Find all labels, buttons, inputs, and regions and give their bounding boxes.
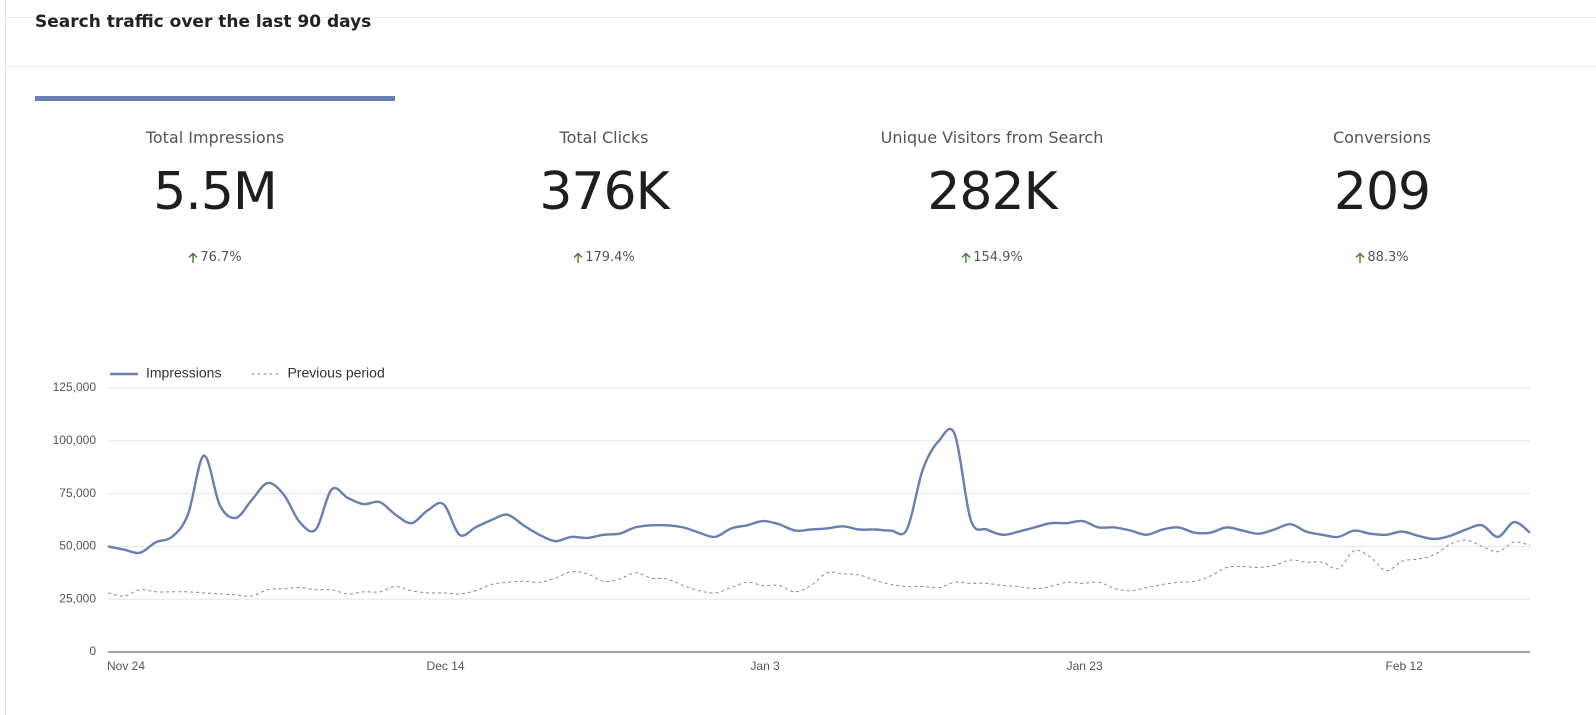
- legend-label: Previous period: [287, 365, 384, 381]
- up-arrow-icon: [188, 252, 198, 263]
- metric-card[interactable]: Total Impressions 5.5M 76.7%: [35, 128, 395, 265]
- metric-change-value: 76.7%: [200, 250, 242, 265]
- y-tick-label: 50,000: [59, 539, 96, 553]
- x-tick-label: Jan 3: [750, 659, 780, 673]
- y-tick-label: 75,000: [59, 486, 96, 500]
- y-tick-label: 125,000: [53, 380, 97, 394]
- metric-change: 88.3%: [1202, 250, 1562, 265]
- legend-label: Impressions: [146, 365, 221, 381]
- metric-change: 154.9%: [812, 250, 1172, 265]
- x-tick-label: Feb 12: [1386, 659, 1424, 673]
- metric-change-value: 154.9%: [973, 250, 1023, 265]
- metric-value: 5.5M: [153, 162, 278, 222]
- metric-card[interactable]: Conversions 209 88.3%: [1202, 128, 1562, 265]
- metric-value: 209: [1333, 162, 1431, 222]
- border: [5, 0, 6, 715]
- metric-label: Unique Visitors from Search: [880, 128, 1104, 147]
- divider: [5, 66, 1596, 67]
- active-tab-indicator: [35, 96, 395, 101]
- metric-card[interactable]: Total Clicks 376K 179.4%: [424, 128, 784, 265]
- y-tick-label: 100,000: [53, 433, 97, 447]
- y-tick-label: 0: [89, 644, 96, 658]
- section-title: Search traffic over the last 90 days: [35, 12, 372, 32]
- metric-label: Total Impressions: [145, 128, 285, 147]
- previous-period-line: [107, 539, 1531, 597]
- impressions-line: [107, 427, 1531, 555]
- x-tick-label: Nov 24: [107, 659, 145, 673]
- metric-change: 76.7%: [35, 250, 395, 265]
- metric-value: 376K: [539, 162, 669, 222]
- metric-change-value: 88.3%: [1367, 250, 1409, 265]
- up-arrow-icon: [573, 252, 583, 263]
- up-arrow-icon: [961, 252, 971, 263]
- border: [5, 17, 1596, 18]
- metric-label: Conversions: [1332, 128, 1432, 147]
- metric-change-value: 179.4%: [585, 250, 635, 265]
- x-tick-label: Dec 14: [427, 659, 465, 673]
- metric-label: Total Clicks: [559, 128, 649, 147]
- y-tick-label: 25,000: [59, 591, 96, 605]
- metric-card[interactable]: Unique Visitors from Search 282K 154.9%: [812, 128, 1172, 265]
- metric-value: 282K: [927, 162, 1057, 222]
- x-tick-label: Jan 23: [1067, 659, 1103, 673]
- metric-change: 179.4%: [424, 250, 784, 265]
- up-arrow-icon: [1355, 252, 1365, 263]
